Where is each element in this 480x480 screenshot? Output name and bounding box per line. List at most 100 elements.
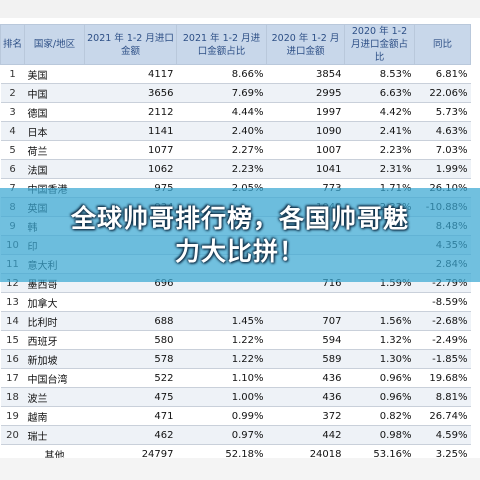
title-banner: 全球帅哥排行榜，各国帅哥魅 力大比拼！ (0, 188, 480, 282)
cell-value-2020: 1007 (266, 140, 345, 160)
cell-share-2021: 7.69% (176, 83, 267, 103)
cell-rank: 5 (0, 140, 25, 160)
cell-value-2020: 436 (266, 387, 345, 407)
cell-rank: 17 (0, 368, 25, 388)
cell-value-2021: 578 (84, 349, 177, 369)
cell-rank: 18 (0, 387, 25, 407)
cell-share-2021: 0.99% (176, 406, 267, 426)
table-row: 4 日本 1141 2.40% 1090 2.41% 4.63% (0, 121, 471, 141)
cell-value-2021 (84, 292, 177, 312)
cell-country: 中国台湾 (24, 368, 85, 388)
table-row: 14 比利时 688 1.45% 707 1.56% -2.68% (0, 311, 471, 331)
cell-share-2021: 1.22% (176, 330, 267, 350)
table-row: 6 法国 1062 2.23% 1041 2.31% 1.99% (0, 159, 471, 179)
cell-country: 波兰 (24, 387, 85, 407)
cell-share-2020: 6.63% (344, 83, 415, 103)
cell-value-2020: 372 (266, 406, 345, 426)
table-row: 1 美国 4117 8.66% 3854 8.53% 6.81% (0, 64, 471, 84)
cell-rank: 13 (0, 292, 25, 312)
cell-yoy: 22.06% (414, 83, 471, 103)
cell-share-2020: 0.96% (344, 387, 415, 407)
cell-value-2020 (266, 292, 345, 312)
header-share-2021: 2021 年 1-2 月进口金额占比 (176, 24, 267, 65)
cell-value-2020: 436 (266, 368, 345, 388)
cell-country: 瑞士 (24, 425, 85, 445)
cell-country: 西班牙 (24, 330, 85, 350)
cell-country: 越南 (24, 406, 85, 426)
cell-country: 加拿大 (24, 292, 85, 312)
cell-share-2021: 1.10% (176, 368, 267, 388)
cell-yoy: 1.99% (414, 159, 471, 179)
cell-yoy: -2.49% (414, 330, 471, 350)
header-rank: 排名 (0, 24, 25, 65)
cell-share-2020: 0.98% (344, 425, 415, 445)
cell-value-2021: 3656 (84, 83, 177, 103)
cell-share-2021: 1.22% (176, 349, 267, 369)
header-value-2021: 2021 年 1-2 月进口金额 (84, 24, 177, 65)
table-header-row: 排名 国家/地区 2021 年 1-2 月进口金额 2021 年 1-2 月进口… (0, 24, 471, 65)
cell-share-2021 (176, 292, 267, 312)
table-row: 19 越南 471 0.99% 372 0.82% 26.74% (0, 406, 471, 426)
cell-value-2021: 1062 (84, 159, 177, 179)
cell-yoy: -2.68% (414, 311, 471, 331)
cell-value-2020: 3854 (266, 64, 345, 84)
header-yoy: 同比 (414, 24, 471, 65)
cell-share-2020: 2.31% (344, 159, 415, 179)
table-row: 16 新加坡 578 1.22% 589 1.30% -1.85% (0, 349, 471, 369)
cell-yoy: 5.73% (414, 102, 471, 122)
cell-value-2020: 2995 (266, 83, 345, 103)
table-row: 13 加拿大 -8.59% (0, 292, 471, 312)
cell-rank: 20 (0, 425, 25, 445)
header-value-2020: 2020 年 1-2 月进口金额 (266, 24, 345, 65)
cell-value-2021: 4117 (84, 64, 177, 84)
cell-share-2021: 1.00% (176, 387, 267, 407)
table-row: 3 德国 2112 4.44% 1997 4.42% 5.73% (0, 102, 471, 122)
cell-share-2020: 2.23% (344, 140, 415, 160)
cell-rank: 15 (0, 330, 25, 350)
cell-value-2021: 462 (84, 425, 177, 445)
cell-country: 美国 (24, 64, 85, 84)
cell-country: 比利时 (24, 311, 85, 331)
cell-share-2020: 1.30% (344, 349, 415, 369)
cell-share-2020 (344, 292, 415, 312)
cell-value-2020: 1997 (266, 102, 345, 122)
cell-yoy: 26.74% (414, 406, 471, 426)
cell-country: 荷兰 (24, 140, 85, 160)
cell-country: 法国 (24, 159, 85, 179)
cell-yoy: 4.59% (414, 425, 471, 445)
cell-share-2021: 4.44% (176, 102, 267, 122)
cell-yoy: 6.81% (414, 64, 471, 84)
cell-share-2020: 8.53% (344, 64, 415, 84)
cell-value-2020: 594 (266, 330, 345, 350)
cell-share-2020: 0.82% (344, 406, 415, 426)
cell-rank: 6 (0, 159, 25, 179)
cell-yoy: 8.81% (414, 387, 471, 407)
cell-yoy: 19.68% (414, 368, 471, 388)
cell-share-2021: 8.66% (176, 64, 267, 84)
cell-value-2021: 580 (84, 330, 177, 350)
cell-share-2021: 2.40% (176, 121, 267, 141)
cell-value-2021: 1077 (84, 140, 177, 160)
cell-share-2021: 2.27% (176, 140, 267, 160)
table-row: 18 波兰 475 1.00% 436 0.96% 8.81% (0, 387, 471, 407)
cell-value-2021: 2112 (84, 102, 177, 122)
cell-share-2021: 2.23% (176, 159, 267, 179)
cell-rank: 16 (0, 349, 25, 369)
cell-yoy: -1.85% (414, 349, 471, 369)
cell-share-2021: 1.45% (176, 311, 267, 331)
cell-value-2020: 707 (266, 311, 345, 331)
cell-rank: 19 (0, 406, 25, 426)
cell-yoy: -8.59% (414, 292, 471, 312)
cell-share-2020: 1.56% (344, 311, 415, 331)
table-row: 17 中国台湾 522 1.10% 436 0.96% 19.68% (0, 368, 471, 388)
table-row: 5 荷兰 1077 2.27% 1007 2.23% 7.03% (0, 140, 471, 160)
cell-share-2020: 0.96% (344, 368, 415, 388)
cell-value-2020: 442 (266, 425, 345, 445)
cell-value-2021: 688 (84, 311, 177, 331)
table-row: 15 西班牙 580 1.22% 594 1.32% -2.49% (0, 330, 471, 350)
cell-value-2021: 1141 (84, 121, 177, 141)
cell-share-2021: 0.97% (176, 425, 267, 445)
cell-share-2020: 4.42% (344, 102, 415, 122)
cell-value-2021: 475 (84, 387, 177, 407)
cell-rank: 14 (0, 311, 25, 331)
